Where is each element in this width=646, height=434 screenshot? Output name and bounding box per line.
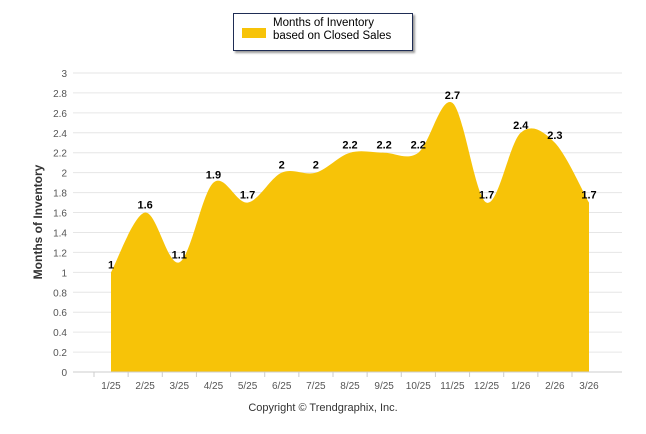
legend-label: Months of Inventory based on Closed Sale… [273,17,392,42]
x-tick-label: 10/25 [406,381,431,392]
data-label: 2 [279,160,285,172]
data-label: 1.1 [172,249,187,261]
x-tick-label: 9/25 [374,381,394,392]
data-label: 2.2 [342,140,357,152]
x-tick-label: 5/25 [238,381,258,392]
x-tick-label: 12/25 [474,381,499,392]
y-tick-label: 2.4 [53,129,67,140]
data-label: 2.4 [513,120,529,132]
y-tick-label: 2.2 [53,149,67,160]
y-tick-label: 2.8 [53,89,67,100]
y-tick-label: 3 [61,69,67,80]
data-label: 2.2 [376,140,391,152]
data-label: 1.7 [581,190,596,202]
y-axis-title: Months of Inventory [31,164,45,279]
x-tick-label: 11/25 [440,381,465,392]
y-tick-label: 0 [61,368,67,379]
y-tick-label: 1.4 [53,228,67,239]
y-tick-label: 1.8 [53,189,67,200]
data-label: 2.2 [411,140,426,152]
legend: Months of Inventory based on Closed Sale… [233,13,413,51]
copyright: Copyright © Trendgraphix, Inc. [248,402,398,414]
legend-swatch [242,28,266,38]
data-label: 1.7 [479,190,494,202]
y-tick-label: 0.8 [53,288,67,299]
data-label: 1.9 [206,170,221,182]
x-tick-label: 6/25 [272,381,292,392]
y-tick-label: 1.2 [53,248,67,259]
data-label: 2.7 [445,90,460,102]
x-tick-label: 1/26 [511,381,531,392]
x-tick-label: 3/26 [579,381,599,392]
y-tick-label: 0.4 [53,328,67,339]
data-label: 2.3 [547,130,562,142]
x-tick-label: 4/25 [204,381,224,392]
x-tick-label: 2/26 [545,381,565,392]
y-tick-label: 2.6 [53,109,67,120]
x-tick-label: 1/25 [101,381,121,392]
y-tick-label: 1 [61,268,67,279]
y-tick-label: 0.2 [53,348,67,359]
x-tick-label: 3/25 [170,381,190,392]
series-area [111,101,589,373]
y-tick-label: 2 [61,169,67,180]
data-label: 1.6 [137,200,152,212]
x-tick-label: 7/25 [306,381,326,392]
data-label: 1.7 [240,190,255,202]
x-tick-label: 8/25 [340,381,360,392]
data-label: 1 [108,259,114,271]
y-tick-label: 0.6 [53,308,67,319]
y-tick-label: 1.6 [53,209,67,220]
data-label: 2 [313,160,319,172]
x-tick-label: 2/25 [135,381,155,392]
